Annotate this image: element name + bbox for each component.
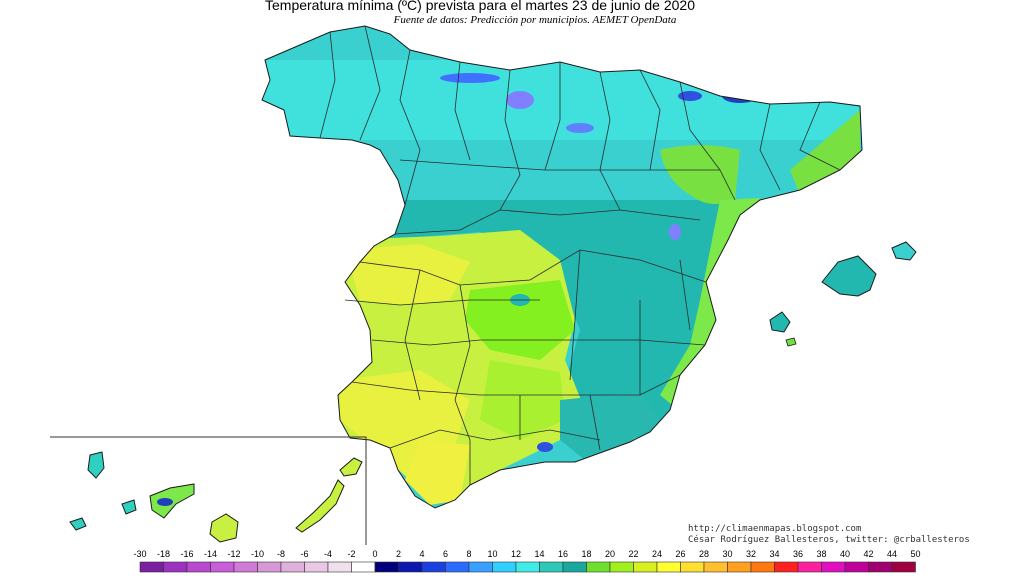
- legend-label: 34: [769, 549, 779, 559]
- canary-islands-inset: [50, 436, 367, 545]
- legend-label: 38: [816, 549, 826, 559]
- legend-color-box: [304, 561, 329, 573]
- legend-label: 24: [652, 549, 662, 559]
- legend-label: 50: [910, 549, 920, 559]
- legend-label: 0: [372, 549, 377, 559]
- legend-color-box: [844, 561, 869, 573]
- ibiza: [769, 311, 791, 333]
- la-gomera: [121, 499, 137, 515]
- map-subtitle: Fuente de datos: Predicción por municipi…: [393, 14, 677, 26]
- legend-color-box: [750, 561, 775, 573]
- legend-color-box: [280, 561, 305, 573]
- legend-color-box: [539, 561, 564, 573]
- legend-boxes: [139, 561, 916, 573]
- legend-label: 22: [628, 549, 638, 559]
- credits-url: http://climaenmapas.blogspot.com: [688, 524, 862, 534]
- legend-color-box: [398, 561, 423, 573]
- legend-label: 12: [511, 549, 521, 559]
- legend-color-box: [515, 561, 540, 573]
- legend-color-box: [797, 561, 822, 573]
- legend-label: -30: [133, 549, 146, 559]
- legend-color-box: [186, 561, 211, 573]
- map-title: Temperatura mínima (ºC) prevista para el…: [265, 0, 695, 13]
- el-hierro: [69, 517, 87, 531]
- legend-color-box: [633, 561, 658, 573]
- legend-color-box: [727, 561, 752, 573]
- legend-color-box: [891, 561, 916, 573]
- lanzarote: [339, 457, 363, 477]
- la-palma: [87, 451, 105, 479]
- legend-color-box: [562, 561, 587, 573]
- legend-color-box: [421, 561, 446, 573]
- legend-label: 14: [534, 549, 544, 559]
- legend-color-box: [703, 561, 728, 573]
- legend-color-box: [609, 561, 634, 573]
- fuerteventura: [295, 479, 345, 533]
- legend-color-box: [680, 561, 705, 573]
- legend-label: 8: [466, 549, 471, 559]
- legend-color-box: [656, 561, 681, 573]
- province-borders: [319, 25, 841, 485]
- legend-label: 4: [419, 549, 424, 559]
- legend-label: 18: [581, 549, 591, 559]
- legend-label: 40: [840, 549, 850, 559]
- legend-label: -12: [227, 549, 240, 559]
- legend-label: -8: [277, 549, 285, 559]
- legend-label: -14: [204, 549, 217, 559]
- credits: http://climaenmapas.blogspot.com César R…: [688, 524, 970, 546]
- menorca: [891, 241, 917, 261]
- legend-label: 30: [722, 549, 732, 559]
- legend-color-box: [586, 561, 611, 573]
- legend-label: 10: [487, 549, 497, 559]
- legend-color-box: [257, 561, 282, 573]
- legend-label: 2: [396, 549, 401, 559]
- legend-label: 6: [443, 549, 448, 559]
- legend-color-box: [821, 561, 846, 573]
- legend-color-box: [210, 561, 235, 573]
- legend-label: 36: [793, 549, 803, 559]
- mallorca: [821, 255, 877, 297]
- legend-label: 28: [699, 549, 709, 559]
- credits-author: César Rodríguez Ballesteros, twitter: @c…: [688, 535, 970, 545]
- legend-color-box: [492, 561, 517, 573]
- legend-label: -4: [324, 549, 332, 559]
- legend-label: 42: [863, 549, 873, 559]
- legend-label: 26: [675, 549, 685, 559]
- legend-color-box: [445, 561, 470, 573]
- legend-labels: -30 -18 -16 -14 -12 -10 -8 -6 -4 -2 0 2 4 6 8 10 12 14 16 1…: [133, 549, 920, 559]
- gran-canaria: [209, 513, 239, 543]
- legend-label: -16: [180, 549, 193, 559]
- legend-label: -10: [251, 549, 264, 559]
- legend-label: 44: [887, 549, 897, 559]
- legend-color-box: [327, 561, 352, 573]
- legend-color-box: [374, 561, 399, 573]
- legend-color-box: [468, 561, 493, 573]
- legend-label: 20: [605, 549, 615, 559]
- legend-label: 16: [558, 549, 568, 559]
- legend-label: 32: [746, 549, 756, 559]
- legend-label: -6: [300, 549, 308, 559]
- legend-label: -18: [157, 549, 170, 559]
- formentera: [785, 337, 797, 347]
- legend-color-box: [774, 561, 799, 573]
- balearic-islands: [769, 241, 917, 347]
- legend-label: -2: [347, 549, 355, 559]
- legend-color-box: [351, 561, 376, 573]
- legend-color-box: [163, 561, 188, 573]
- legend-color-box: [868, 561, 893, 573]
- legend-color-box: [139, 561, 164, 573]
- legend-color-box: [233, 561, 258, 573]
